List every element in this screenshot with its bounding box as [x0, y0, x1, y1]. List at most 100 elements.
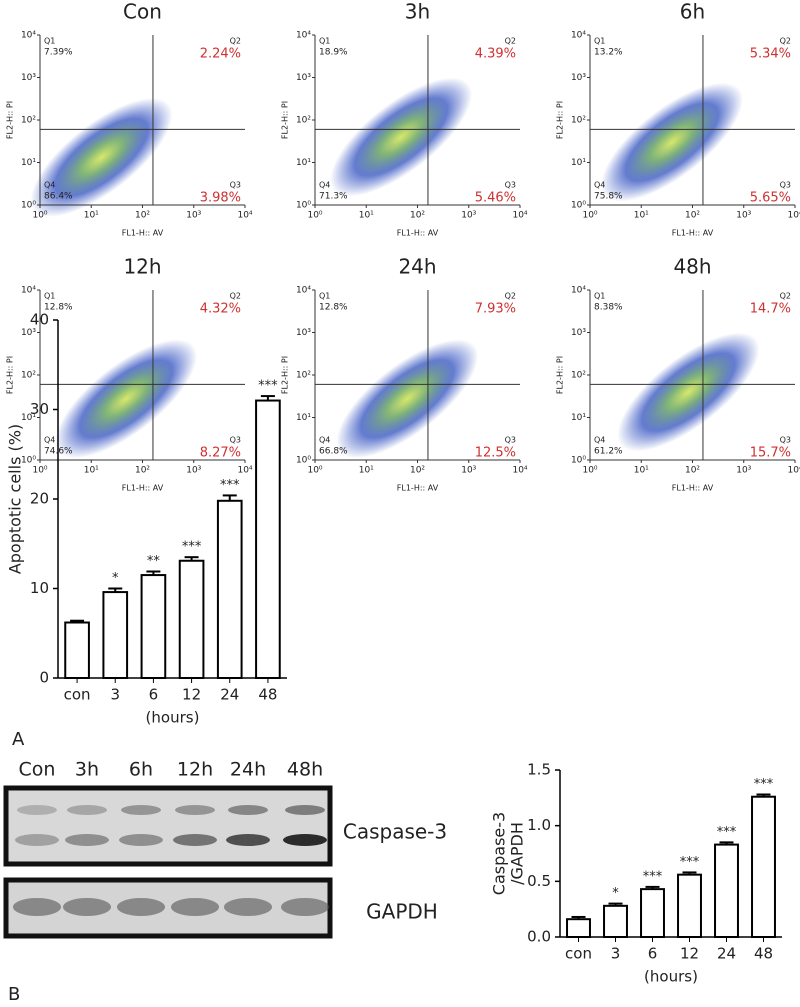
y-tick-label: 10¹ — [571, 158, 586, 168]
y-tick-label: 1.5 — [527, 761, 551, 779]
quadrant-name: Q4 — [44, 436, 55, 445]
x-tick-label: 10³ — [186, 211, 201, 221]
y-tick-label: 10¹ — [296, 413, 311, 423]
band — [117, 898, 165, 916]
y-tick-label: 10¹ — [21, 158, 36, 168]
y-tick-label: 10⁰ — [296, 456, 311, 466]
significance: *** — [182, 540, 202, 555]
quadrant-name: Q3 — [505, 181, 516, 190]
quadrant-value: 8.38% — [594, 303, 623, 313]
band — [171, 898, 219, 916]
significance: *** — [643, 869, 663, 884]
quadrant-value: 66.8% — [319, 447, 348, 457]
quadrant-value: 5.46% — [475, 191, 516, 206]
x-axis-label: (hours) — [644, 968, 698, 986]
x-tick-label: 12 — [182, 686, 201, 704]
y-tick-label: 10 — [30, 579, 49, 597]
band — [283, 834, 327, 846]
quadrant-name: Q3 — [780, 436, 791, 445]
x-axis-label: FL1-H:: AV — [672, 484, 714, 493]
quadrant-value: 12.8% — [44, 303, 73, 313]
x-tick-label: 10² — [685, 211, 700, 221]
y-tick-label: 10⁴ — [296, 286, 311, 296]
y-axis-label: FL2-H:: PI — [6, 356, 15, 394]
y-tick-label: 10⁴ — [296, 31, 311, 41]
y-tick-label: 10⁴ — [21, 286, 36, 296]
x-tick-label: 10² — [135, 211, 150, 221]
x-tick-label: 10¹ — [634, 466, 649, 476]
y-tick-label: 10⁰ — [21, 456, 36, 466]
band — [15, 834, 59, 846]
bar — [640, 888, 665, 938]
x-tick-label: 6 — [149, 686, 159, 704]
x-tick-label: 10¹ — [634, 211, 649, 221]
x-tick-label: 48 — [754, 945, 773, 963]
y-tick-label: 10³ — [571, 328, 586, 338]
x-tick-label: 10³ — [736, 211, 751, 221]
y-axis-label: FL2-H:: PI — [556, 356, 565, 394]
y-tick-label: 10² — [571, 371, 586, 381]
cell-cloud — [30, 98, 173, 217]
y-tick-label: 10³ — [296, 73, 311, 83]
y-axis-label: FL2-H:: PI — [281, 356, 290, 394]
lane-label: Con — [19, 759, 56, 781]
bar — [603, 904, 628, 938]
quadrant-value: 2.24% — [200, 47, 241, 62]
quadrant-name: Q3 — [780, 181, 791, 190]
y-tick-label: 10⁴ — [571, 31, 586, 41]
quadrant-name: Q3 — [505, 436, 516, 445]
quadrant-value: 12.8% — [319, 303, 348, 313]
y-tick-label: 10¹ — [296, 158, 311, 168]
x-tick-label: 10⁰ — [582, 211, 597, 221]
cell-cloud — [330, 77, 473, 197]
plot-title: 12h — [123, 255, 161, 279]
x-tick-label: 10¹ — [84, 211, 99, 221]
x-tick-label: 10⁰ — [32, 211, 47, 221]
panel-label: A — [12, 729, 25, 750]
quadrant-name: Q1 — [319, 37, 330, 46]
y-axis-label: Apoptotic cells (%) — [6, 424, 25, 574]
band — [228, 805, 268, 815]
x-tick-label: con — [64, 686, 91, 704]
lane-label: 48h — [287, 759, 323, 781]
y-tick-label: 10³ — [21, 73, 36, 83]
y-tick-label: 0 — [39, 669, 49, 687]
plot-title: 24h — [398, 255, 436, 279]
band — [17, 805, 57, 815]
x-tick-label: 24 — [717, 945, 736, 963]
x-tick-label: con — [565, 945, 592, 963]
quadrant-name: Q1 — [594, 37, 605, 46]
band — [63, 898, 111, 916]
x-tick-label: 10⁴ — [237, 466, 252, 476]
cell-cloud — [336, 339, 479, 459]
quadrant-value: 4.39% — [475, 47, 516, 62]
x-tick-label: 10² — [135, 466, 150, 476]
y-tick-label: 10³ — [571, 73, 586, 83]
significance: * — [112, 571, 119, 586]
y-tick-label: 10² — [21, 116, 36, 126]
y-axis-label: Caspase-3 — [490, 812, 509, 895]
band — [121, 805, 161, 815]
y-tick-label: 10¹ — [21, 413, 36, 423]
quadrant-value: 75.8% — [594, 192, 623, 202]
quadrant-name: Q4 — [594, 181, 605, 190]
bar — [677, 873, 702, 938]
bar — [714, 843, 739, 938]
significance: ** — [147, 554, 161, 569]
y-tick-label: 10⁰ — [571, 201, 586, 211]
band — [13, 898, 61, 916]
band — [119, 834, 163, 846]
quadrant-value: 7.39% — [44, 48, 73, 58]
y-tick-label: 40 — [30, 311, 49, 329]
bar — [102, 591, 129, 680]
lane-label: 12h — [177, 759, 213, 781]
y-tick-label: 10⁴ — [571, 286, 586, 296]
band-label: GAPDH — [366, 900, 438, 924]
y-tick-label: 10² — [296, 371, 311, 381]
x-tick-label: 10² — [410, 211, 425, 221]
x-tick-label: 10³ — [461, 466, 476, 476]
quadrant-name: Q2 — [780, 37, 791, 46]
x-axis-label: FL1-H:: AV — [672, 229, 714, 238]
quadrant-name: Q2 — [505, 37, 516, 46]
bar — [64, 621, 90, 680]
